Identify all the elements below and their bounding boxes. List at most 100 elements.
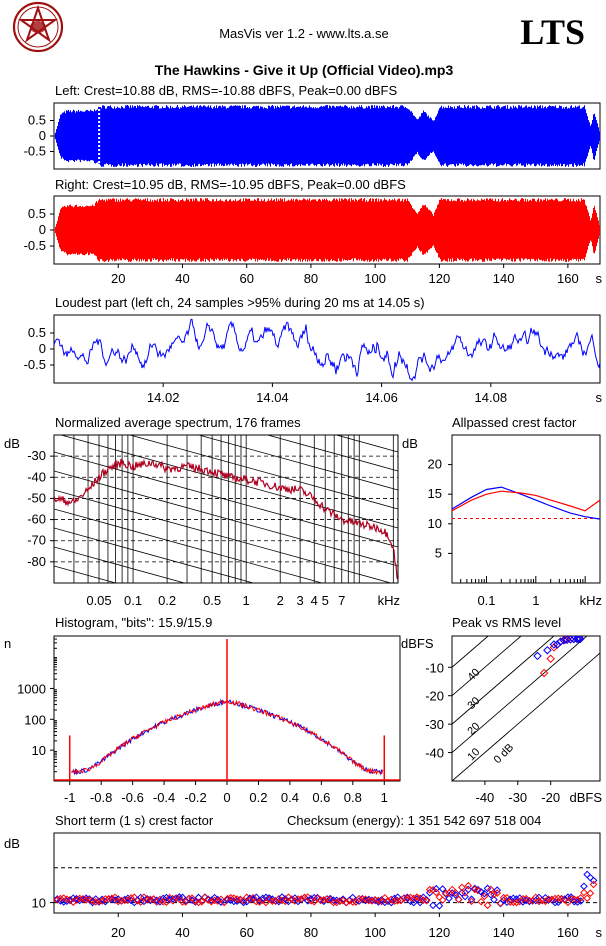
- histogram-xtick-label: 0.8: [344, 790, 362, 805]
- spectrum-xtick-label: 0.1: [124, 593, 142, 608]
- short-term-point: [319, 895, 328, 904]
- loudest-part-xtick-label: 14.04: [256, 390, 289, 405]
- spectrum-curve: [54, 458, 398, 581]
- right-waveform-ytick-label: 0: [39, 222, 46, 237]
- loudest-part-xunit: s: [596, 390, 603, 405]
- spectrum-xtick-label: 1: [243, 593, 250, 608]
- short-term-point: [535, 897, 543, 906]
- short-term-point: [458, 883, 466, 892]
- short-term-point: [432, 888, 441, 897]
- short-term-point: [239, 898, 248, 907]
- right-waveform-xtick-label: 80: [304, 271, 318, 286]
- spectrum-slope-line: [54, 565, 118, 583]
- short-term-point: [332, 898, 341, 907]
- short-term-point: [146, 896, 155, 905]
- short-term-point: [483, 884, 492, 893]
- crest-factor-ytick-label: 10: [428, 516, 442, 531]
- short-term-point: [438, 885, 447, 893]
- right-waveform-ytick-label: 0.5: [28, 206, 46, 221]
- short-term-point: [66, 896, 74, 905]
- short-term-point: [467, 897, 476, 906]
- peak-vs-rms-xlabel: dBFS: [569, 790, 602, 805]
- peak-rms-title: Peak vs RMS level: [452, 615, 561, 630]
- short-term-point: [213, 897, 222, 905]
- short-term-point: [480, 892, 489, 901]
- left-waveform-ytick-label: 0.5: [28, 113, 46, 128]
- short-term-xunit: s: [596, 925, 603, 940]
- short-term-point: [573, 898, 582, 906]
- short-term-xtick-label: 160: [557, 925, 579, 940]
- short-term-point: [490, 890, 498, 899]
- histogram-y-label: n: [4, 636, 11, 651]
- short-term-point: [541, 897, 550, 906]
- short-term-title: Short term (1 s) crest factor: [55, 813, 214, 828]
- short-term-point: [580, 882, 588, 891]
- logo-emblem: [12, 1, 64, 53]
- histogram-xtick-label: 0: [223, 790, 230, 805]
- short-term-point: [111, 893, 119, 902]
- short-term-xtick-label: 20: [111, 925, 125, 940]
- right-waveform-xtick-label: 140: [493, 271, 515, 286]
- histogram-xtick-label: -1: [64, 790, 76, 805]
- spectrum-ytick-label: -80: [27, 554, 46, 569]
- short-term-point: [416, 894, 424, 903]
- crest-factor-xtick-label: 0.1: [477, 593, 495, 608]
- loudest-part-xtick-label: 14.08: [475, 390, 508, 405]
- histogram-xtick-label: 0.2: [249, 790, 267, 805]
- right-waveform-xtick-label: 100: [364, 271, 386, 286]
- short-term-point: [387, 895, 396, 904]
- peak-vs-rms-diagonal: [452, 636, 522, 697]
- spectrum-ytick-label: -60: [27, 512, 46, 527]
- spectrum-xtick-label: 0.2: [158, 593, 176, 608]
- short-term-point: [380, 898, 389, 907]
- histogram-xtick-label: 0.6: [312, 790, 330, 805]
- crest-factor-xunit: kHz: [580, 593, 602, 608]
- peakrms-y-label: dBFS: [401, 636, 434, 651]
- short-term-xtick-label: 60: [239, 925, 253, 940]
- short-term-point: [586, 889, 595, 898]
- peak-vs-rms-point: [539, 668, 549, 678]
- spectrum-title: Normalized average spectrum, 176 frames: [55, 415, 301, 430]
- short-term-point: [303, 893, 312, 901]
- short-term-point: [589, 880, 598, 889]
- short-term-point: [512, 898, 521, 907]
- spectrum-slope-line: [334, 435, 398, 453]
- histogram-ytick-label: 1000: [17, 681, 46, 696]
- short-term-point: [464, 881, 473, 890]
- peak-vs-rms-point: [533, 651, 542, 661]
- loudest-part-title: Loudest part (left ch, 24 samples >95% d…: [55, 295, 425, 310]
- peak-vs-rms-xtick-label: -40: [475, 790, 494, 805]
- short-term-point: [197, 897, 206, 906]
- short-term-point: [583, 894, 591, 903]
- short-term-point: [233, 897, 241, 906]
- loudest-part-ytick-label: 0.5: [28, 325, 46, 340]
- short-term-point: [107, 895, 116, 903]
- spectrum-xtick-label: 0.05: [86, 593, 111, 608]
- histogram-xtick-label: -0.8: [90, 790, 112, 805]
- short-term-point: [275, 894, 283, 903]
- crest-factor-ytick-label: 15: [428, 486, 442, 501]
- short-term-point: [429, 901, 437, 910]
- short-term-point: [188, 896, 196, 905]
- histogram-xtick-label: -0.6: [121, 790, 143, 805]
- crest-factor-series-0: [451, 486, 601, 520]
- short-term-ytick-label: 10: [32, 896, 46, 911]
- spectrum-ytick-label: -70: [27, 533, 46, 548]
- spectrum-grid: [54, 435, 398, 583]
- short-term-point: [339, 896, 347, 905]
- peak-vs-rms-diagonal: [452, 636, 555, 725]
- short-term-point: [268, 895, 277, 903]
- short-term-point: [53, 896, 62, 904]
- short-term-point: [467, 895, 476, 904]
- left-waveform-ytick-label: -0.5: [24, 144, 46, 159]
- peak-vs-rms-ytick-label: -30: [425, 717, 444, 732]
- spectrum-slope-line: [54, 470, 398, 567]
- short-term-point: [470, 884, 479, 893]
- loudest-part-signal: [53, 318, 601, 382]
- short-term-point: [483, 901, 492, 910]
- short-term-point: [576, 894, 585, 902]
- short-term-point: [445, 894, 453, 903]
- spectrum-ytick-label: -40: [27, 469, 46, 484]
